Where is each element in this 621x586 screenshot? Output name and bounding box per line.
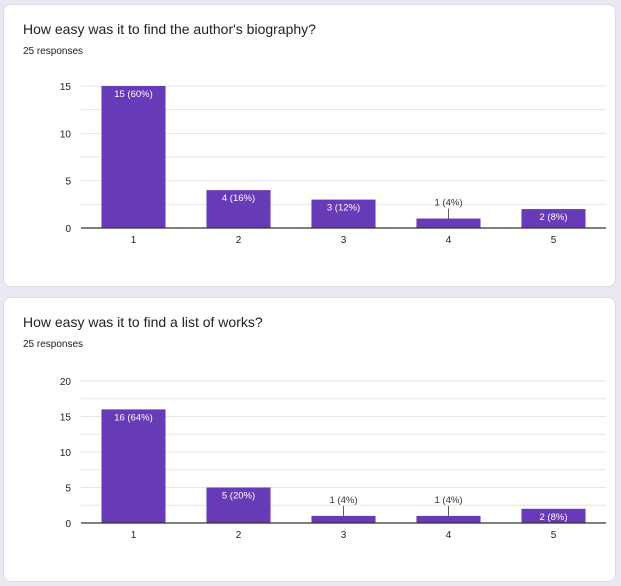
- data-label: 5 (20%): [222, 491, 255, 502]
- bar: [101, 86, 166, 228]
- question-card-works: How easy was it to find a list of works?…: [3, 297, 616, 582]
- y-tick-label: 15: [60, 82, 72, 93]
- data-label: 16 (64%): [114, 412, 153, 423]
- y-tick-label: 0: [65, 224, 71, 235]
- bar: [206, 487, 271, 523]
- data-label: 2 (8%): [540, 512, 568, 523]
- bar-chart-works: 0 5 10 15 20 16 (64%) 1 5 (20%) 2 1 (4%) 3 1 (4%) 4 2…: [60, 377, 606, 541]
- bar: [311, 515, 376, 523]
- data-label: 2 (8%): [540, 212, 568, 223]
- y-tick-label: 20: [60, 377, 72, 388]
- data-label: 1 (4%): [330, 495, 358, 506]
- data-label: 1 (4%): [435, 495, 463, 506]
- x-tick-label: 2: [236, 530, 242, 541]
- x-tick-label: 5: [551, 530, 557, 541]
- y-tick-label: 15: [60, 413, 72, 424]
- y-tick-label: 5: [65, 177, 71, 188]
- bar: [206, 190, 271, 228]
- response-count: 25 responses: [23, 339, 84, 350]
- data-label: 3 (12%): [327, 203, 360, 214]
- x-tick-label: 3: [341, 530, 347, 541]
- question-title: How easy was it to find the author's bio…: [23, 21, 316, 37]
- x-tick-label: 2: [236, 235, 242, 246]
- x-tick-label: 5: [551, 235, 557, 246]
- bar: [416, 218, 481, 228]
- bar: [311, 199, 376, 228]
- y-tick-label: 10: [60, 448, 72, 459]
- response-count: 25 responses: [23, 46, 84, 57]
- bar-chart-biography: 0 5 10 15 15 (60%) 1 4 (16%) 2 3 (12%) 3 1 (4%) 4 2 …: [60, 82, 606, 246]
- bar: [521, 209, 586, 228]
- x-tick-label: 3: [341, 235, 347, 246]
- bar: [521, 508, 586, 523]
- x-tick-label: 1: [131, 235, 137, 246]
- data-label: 15 (60%): [114, 89, 153, 100]
- bar: [101, 409, 166, 523]
- x-tick-label: 4: [446, 235, 452, 246]
- question-title: How easy was it to find a list of works?: [23, 314, 263, 330]
- data-label: 4 (16%): [222, 193, 255, 204]
- question-card-biography: How easy was it to find the author's bio…: [3, 4, 616, 287]
- x-tick-label: 4: [446, 530, 452, 541]
- data-label: 1 (4%): [435, 198, 463, 209]
- y-tick-label: 5: [65, 484, 71, 495]
- bar: [416, 515, 481, 523]
- y-tick-label: 0: [65, 519, 71, 530]
- x-tick-label: 1: [131, 530, 137, 541]
- y-tick-label: 10: [60, 129, 72, 140]
